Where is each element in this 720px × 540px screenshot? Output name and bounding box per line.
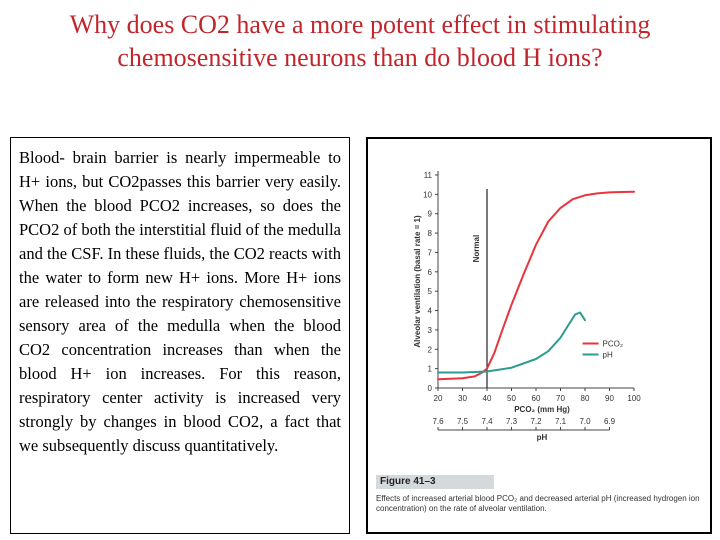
y-tick-label: 1 — [428, 365, 433, 374]
y-tick-label: 7 — [428, 248, 433, 257]
figure-label: Figure 41–3 — [376, 475, 494, 489]
ph-tick-label: 7.3 — [506, 417, 518, 426]
y-tick-label: 2 — [428, 345, 433, 354]
ventilation-chart: 0 1 2 3 4 5 6 7 8 9 10 11 20 30 40 50 60 70 80 90 100 PCO₂ (m… — [413, 171, 641, 442]
y-tick-label: 11 — [424, 171, 433, 180]
y-tick-label: 0 — [428, 384, 433, 393]
slide-title: Why does CO2 have a more potent effect i… — [69, 10, 651, 72]
x-tick-label: 60 — [532, 394, 541, 403]
y-axis-title: Alveolar ventilation (basal rate = 1) — [413, 215, 422, 348]
ph-axis-title: pH — [537, 433, 548, 442]
y-tick-label: 5 — [428, 287, 433, 296]
figure-caption: Effects of increased arterial blood PCO₂… — [376, 494, 700, 513]
legend-label: pH — [603, 350, 613, 359]
x-tick-label: 70 — [556, 394, 565, 403]
legend-label: PCO₂ — [603, 339, 623, 348]
y-tick-label: 10 — [423, 190, 432, 199]
ph-tick-label: 6.9 — [604, 417, 616, 426]
y-tick-label: 6 — [428, 268, 433, 277]
figure-panel: 0 1 2 3 4 5 6 7 8 9 10 11 20 30 40 50 60 70 80 90 100 PCO₂ (m… — [366, 137, 712, 534]
y-tick-label: 4 — [428, 307, 433, 316]
y-tick-label: 3 — [428, 326, 433, 335]
ph-tick-label: 7.6 — [432, 417, 444, 426]
ph-tick-label: 7.1 — [555, 417, 567, 426]
x-tick-label: 100 — [627, 394, 641, 403]
series-line-pco2 — [437, 190, 635, 381]
y-tick-label: 8 — [428, 229, 433, 238]
x-tick-label: 30 — [458, 394, 467, 403]
ph-tick-label: 7.4 — [481, 417, 493, 426]
ph-tick-label: 7.5 — [457, 417, 469, 426]
ph-tick-label: 7.0 — [579, 417, 591, 426]
x-tick-label: 50 — [507, 394, 516, 403]
ph-tick-label: 7.2 — [530, 417, 542, 426]
series-line-ph — [437, 311, 586, 374]
x-axis-title: PCO₂ (mm Hg) — [514, 405, 570, 414]
y-tick-label: 9 — [428, 210, 433, 219]
x-tick-label: 90 — [605, 394, 614, 403]
normal-line-label: Normal — [472, 235, 481, 263]
x-tick-label: 80 — [581, 394, 590, 403]
x-tick-label: 40 — [483, 394, 492, 403]
body-text: Blood- brain barrier is nearly impermeab… — [10, 137, 350, 534]
x-tick-label: 20 — [434, 394, 443, 403]
